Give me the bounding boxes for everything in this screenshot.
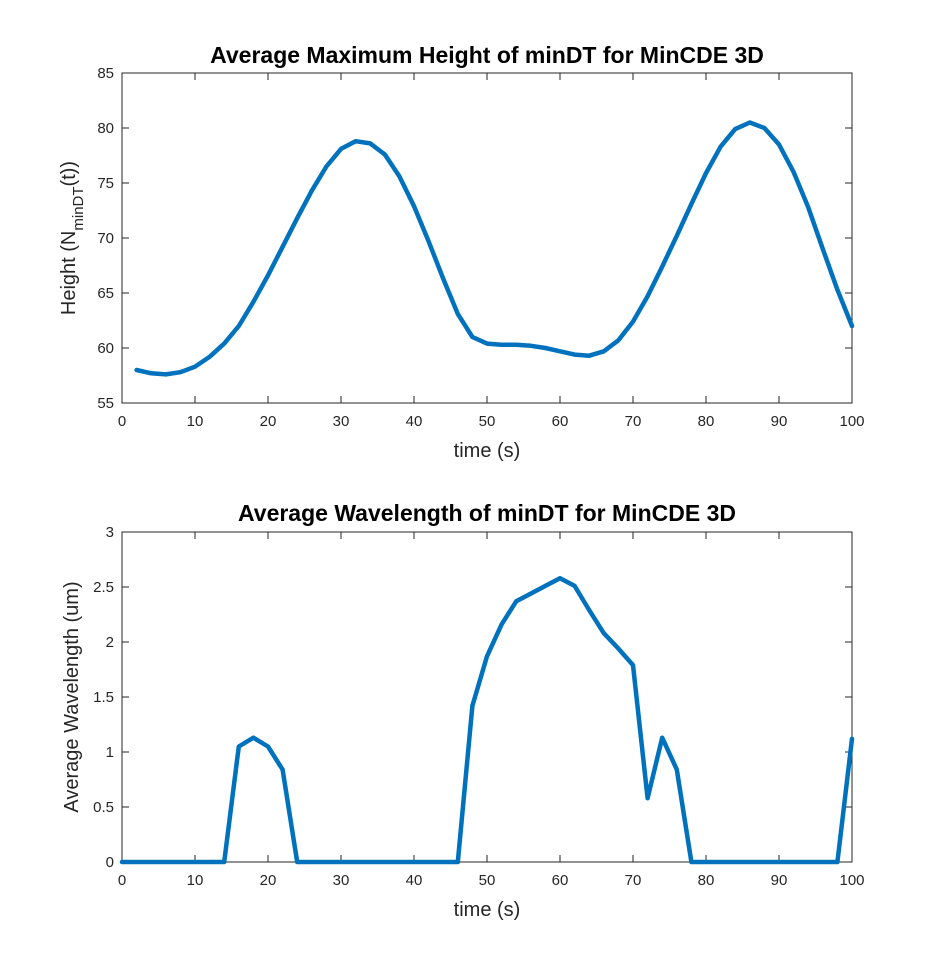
y-tick-label: 0.5 xyxy=(93,799,114,816)
x-ticks: 0 10 20 30 40 50 60 70 80 90 100 xyxy=(118,73,865,430)
y-axis-label-subscript: minDT xyxy=(70,186,87,230)
x-tick-label: 90 xyxy=(771,413,788,430)
y-tick-label: 1.5 xyxy=(93,689,114,706)
y-axis-label: Height (NminDT(t)) xyxy=(58,161,87,315)
y-tick-label: 65 xyxy=(97,285,114,302)
y-tick-label: 70 xyxy=(97,230,114,247)
x-tick-label: 40 xyxy=(406,872,423,889)
y-tick-label: 1 xyxy=(106,744,114,761)
x-tick-label: 60 xyxy=(552,413,569,430)
x-tick-label: 0 xyxy=(118,413,126,430)
y-tick-label: 60 xyxy=(97,340,114,357)
chart-title: Average Maximum Height of minDT for MinC… xyxy=(210,42,764,68)
y-axis-label-main: Height (N xyxy=(58,231,80,315)
y-axis-label-main: Average Wavelength (um) xyxy=(61,581,83,812)
height-chart: Average Maximum Height of minDT for MinC… xyxy=(58,42,865,462)
chart-title: Average Wavelength of minDT for MinCDE 3… xyxy=(238,500,736,526)
y-tick-label: 0 xyxy=(106,854,114,871)
y-tick-label: 75 xyxy=(97,175,114,192)
x-tick-label: 10 xyxy=(187,872,204,889)
y-tick-label: 55 xyxy=(97,395,114,412)
y-tick-label: 3 xyxy=(106,524,114,541)
x-ticks: 0 10 20 30 40 50 60 70 80 90 100 xyxy=(118,532,865,889)
x-tick-label: 50 xyxy=(479,413,496,430)
x-axis-label: time (s) xyxy=(454,440,521,462)
plot-area xyxy=(121,72,853,404)
y-tick-label: 85 xyxy=(97,65,114,82)
x-tick-label: 30 xyxy=(333,413,350,430)
y-tick-label: 80 xyxy=(97,120,114,137)
wavelength-chart: Average Wavelength of minDT for MinCDE 3… xyxy=(61,500,865,921)
y-axis-label-tail: (t)) xyxy=(58,161,80,187)
x-axis-label: time (s) xyxy=(454,899,521,921)
y-ticks: 55 60 65 70 75 80 85 xyxy=(97,65,852,412)
plot-area xyxy=(121,531,853,863)
x-tick-label: 70 xyxy=(625,413,642,430)
x-tick-label: 80 xyxy=(698,413,715,430)
y-tick-label: 2 xyxy=(106,634,114,651)
y-axis-label: Average Wavelength (um) xyxy=(61,581,83,812)
x-tick-label: 10 xyxy=(187,413,204,430)
x-tick-label: 60 xyxy=(552,872,569,889)
x-tick-label: 100 xyxy=(839,413,864,430)
x-tick-label: 70 xyxy=(625,872,642,889)
series-line xyxy=(134,120,855,377)
x-tick-label: 80 xyxy=(698,872,715,889)
x-tick-label: 90 xyxy=(771,872,788,889)
x-tick-label: 20 xyxy=(260,413,277,430)
x-tick-label: 40 xyxy=(406,413,423,430)
x-tick-label: 30 xyxy=(333,872,350,889)
x-tick-label: 50 xyxy=(479,872,496,889)
y-tick-label: 2.5 xyxy=(93,579,114,596)
x-tick-label: 20 xyxy=(260,872,277,889)
x-tick-label: 100 xyxy=(839,872,864,889)
y-ticks: 0 0.5 1 1.5 2 2.5 3 xyxy=(93,524,852,871)
x-tick-label: 0 xyxy=(118,872,126,889)
series-line xyxy=(119,575,855,865)
